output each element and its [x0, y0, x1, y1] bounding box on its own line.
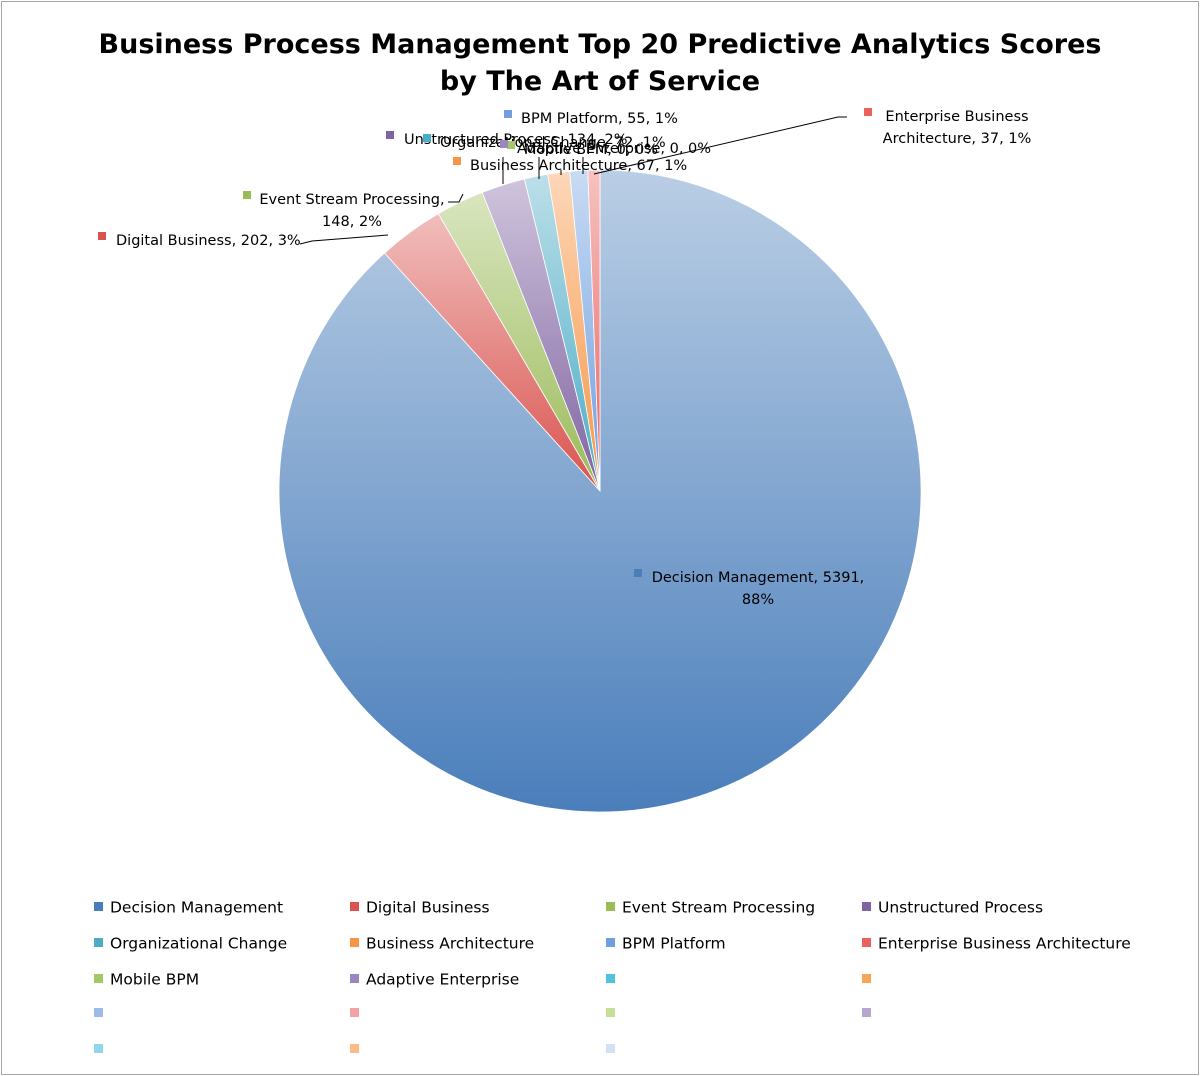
legend-label: Adaptive Enterprise — [366, 971, 519, 989]
pie-slice-enterprise-business-architecture — [587, 169, 601, 492]
data-label-adaptive-enterprise: Adaptive Enterprise, 0, 0% — [500, 140, 711, 157]
data-label-organizational-change: Organizational Change, 72, 1% — [423, 134, 666, 151]
legend-entry-unnamed-18 — [606, 1044, 615, 1053]
data-label-text-bpm-platform-0: BPM Platform, 55, 1% — [521, 111, 678, 127]
legend-swatch — [350, 1008, 359, 1017]
leader-line-digital-business — [299, 234, 389, 245]
legend-label: Organizational Change — [110, 935, 287, 953]
legend-swatch — [350, 938, 359, 947]
label-marker-bpm-platform — [504, 110, 512, 118]
legend-label: Business Architecture — [366, 935, 534, 953]
legend-swatch — [606, 938, 615, 947]
data-label-text-mobile-bpm-0: Mobile BPM, 0, 0% — [524, 142, 658, 158]
legend-swatch — [606, 902, 615, 911]
label-marker-digital-business — [98, 232, 106, 240]
leader-line-enterprise-business-architecture — [593, 116, 847, 175]
legend-entry-unstructured-process: Unstructured Process — [862, 899, 1043, 917]
legend-swatch — [350, 1044, 359, 1053]
chart-title: Business Process Management Top 20 Predi… — [99, 29, 1102, 60]
legend-entry-decision-management: Decision Management — [94, 899, 283, 917]
data-label-bpm-platform: BPM Platform, 55, 1% — [504, 110, 678, 127]
legend-label: Digital Business — [366, 899, 490, 917]
legend-swatch — [94, 1044, 103, 1053]
data-label-text-unstructured-process-0: Unstructured Process, 134, 2% — [404, 132, 628, 148]
legend-entry-digital-business: Digital Business — [350, 899, 490, 917]
pie-slices — [278, 169, 922, 813]
leader-line-event-stream-processing — [448, 193, 464, 203]
label-marker-unstructured-process — [386, 131, 394, 139]
data-label-text-decision-management-0: Decision Management, 5391, — [652, 570, 865, 586]
legend-entry-unnamed-12 — [94, 1008, 103, 1017]
label-marker-decision-management — [634, 569, 642, 577]
legend-entry-unnamed-16 — [94, 1044, 103, 1053]
data-label-text-event-stream-processing-1: 148, 2% — [322, 214, 382, 230]
chart-subtitle: by The Art of Service — [440, 66, 760, 97]
legend-entry-unnamed-15 — [862, 1008, 871, 1017]
leader-lines — [299, 116, 847, 245]
label-marker-enterprise-business-architecture — [864, 108, 872, 116]
legend-entry-unnamed-13 — [350, 1008, 359, 1017]
legend-entry-unnamed-10 — [606, 974, 615, 983]
data-label-event-stream-processing: Event Stream Processing, 148, 2% — [243, 191, 445, 230]
legend-entry-unnamed-17 — [350, 1044, 359, 1053]
label-marker-business-architecture — [453, 157, 461, 165]
legend-entry-organizational-change: Organizational Change — [94, 935, 287, 953]
legend-swatch — [862, 938, 871, 947]
label-marker-event-stream-processing — [243, 191, 251, 199]
legend-entry-event-stream-processing: Event Stream Processing — [606, 899, 815, 917]
data-label-text-enterprise-business-architecture-0: Enterprise Business — [885, 109, 1028, 125]
legend-swatch — [94, 974, 103, 983]
data-labels: Decision Management, 5391, 88% Digital Bus… — [98, 108, 1031, 608]
data-label-text-business-architecture-0: Business Architecture, 67, 1% — [470, 158, 687, 174]
legend-label: BPM Platform — [622, 935, 726, 953]
data-label-decision-management: Decision Management, 5391, 88% — [634, 569, 864, 608]
legend-label: Event Stream Processing — [622, 899, 815, 917]
data-label-text-decision-management-1: 88% — [742, 592, 774, 608]
legend-swatch — [862, 902, 871, 911]
legend-swatch — [350, 902, 359, 911]
legend: Decision Management Digital Business Event… — [94, 899, 1131, 1053]
legend-entry-unnamed-14 — [606, 1008, 615, 1017]
legend-swatch — [606, 1008, 615, 1017]
legend-entry-adaptive-enterprise: Adaptive Enterprise — [350, 971, 519, 989]
data-label-text-organizational-change-0: Organizational Change, 72, 1% — [440, 135, 666, 151]
legend-swatch — [94, 902, 103, 911]
data-label-text-adaptive-enterprise-0: Adaptive Enterprise, 0, 0% — [517, 141, 711, 157]
label-marker-adaptive-enterprise — [500, 140, 508, 148]
legend-swatch — [862, 974, 871, 983]
legend-entry-business-architecture: Business Architecture — [350, 935, 534, 953]
legend-label: Unstructured Process — [878, 899, 1043, 917]
legend-label: Decision Management — [110, 899, 283, 917]
legend-swatch — [350, 974, 359, 983]
data-label-digital-business: Digital Business, 202, 3% — [98, 232, 301, 249]
legend-swatch — [94, 1008, 103, 1017]
data-label-mobile-bpm: Mobile BPM, 0, 0% — [507, 141, 658, 158]
legend-swatch — [606, 974, 615, 983]
data-label-business-architecture: Business Architecture, 67, 1% — [453, 157, 687, 174]
data-label-text-event-stream-processing-0: Event Stream Processing, — [259, 192, 444, 208]
legend-label: Mobile BPM — [110, 971, 199, 989]
legend-entry-enterprise-business-architecture: Enterprise Business Architecture — [862, 935, 1131, 953]
data-label-enterprise-business-architecture: Enterprise Business Architecture, 37, 1% — [864, 108, 1031, 147]
data-label-unstructured-process: Unstructured Process, 134, 2% — [386, 131, 628, 148]
legend-entry-mobile-bpm: Mobile BPM — [94, 971, 199, 989]
label-marker-organizational-change — [423, 134, 431, 142]
legend-entry-bpm-platform: BPM Platform — [606, 935, 726, 953]
legend-swatch — [94, 938, 103, 947]
legend-swatch — [606, 1044, 615, 1053]
legend-swatch — [862, 1008, 871, 1017]
data-label-text-digital-business-0: Digital Business, 202, 3% — [116, 233, 301, 249]
legend-label: Enterprise Business Architecture — [878, 935, 1131, 953]
label-marker-mobile-bpm — [507, 141, 515, 149]
legend-entry-unnamed-11 — [862, 974, 871, 983]
data-label-text-enterprise-business-architecture-1: Architecture, 37, 1% — [883, 131, 1032, 147]
